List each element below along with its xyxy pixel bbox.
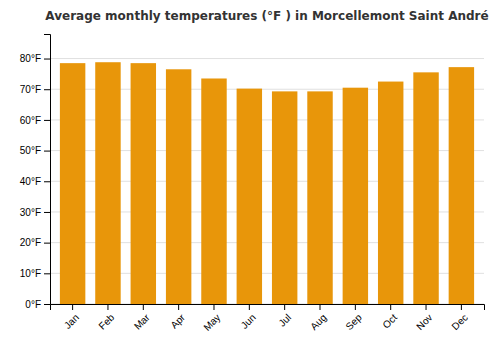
x-tick-label: Oct	[380, 312, 399, 331]
x-tick: Aug	[308, 304, 328, 332]
y-tick: 40°F	[20, 176, 50, 187]
y-tick: 20°F	[20, 237, 50, 248]
y-tick-mark	[44, 89, 50, 90]
x-tick: Jun	[239, 304, 258, 331]
x-tick-mark	[426, 304, 427, 310]
y-tick-mark	[44, 59, 50, 60]
y-tick: 60°F	[20, 115, 50, 126]
y-tick: 0°F	[25, 299, 50, 310]
y-tick-mark	[44, 273, 50, 274]
bars	[60, 62, 474, 304]
x-tick-label: Sep	[343, 311, 364, 332]
y-tick-label: 30°F	[20, 207, 41, 218]
bar	[95, 62, 120, 304]
y-tick-mark	[44, 304, 50, 305]
y-tick: 50°F	[20, 145, 50, 156]
x-axis: Jan Feb Mar Apr May Jun Jul Aug Sep Oct Nov Dec	[51, 304, 485, 333]
y-tick: 30°F	[20, 207, 50, 218]
bar	[413, 72, 438, 304]
x-tick-mark	[249, 304, 250, 310]
y-tick: 80°F	[20, 53, 50, 64]
bar	[60, 63, 85, 304]
y-tick: 10°F	[20, 268, 50, 279]
x-tick-mark	[107, 304, 108, 310]
x-tick: Mar	[132, 304, 152, 332]
x-tick-label: Mar	[132, 311, 152, 331]
y-tick-mark	[44, 181, 50, 182]
x-tick-label: Nov	[414, 312, 434, 332]
y-tick-label: 40°F	[20, 176, 41, 187]
x-tick-label: Jan	[62, 312, 81, 331]
x-tick-label: Jul	[276, 312, 293, 329]
grid-line	[50, 58, 484, 59]
x-tick-mark	[143, 304, 144, 310]
y-tick-label: 80°F	[20, 53, 41, 64]
bar	[449, 67, 474, 304]
x-tick-label: Apr	[168, 311, 187, 330]
x-tick-label: Aug	[308, 312, 328, 332]
x-tick: Oct	[380, 304, 399, 331]
bar	[272, 91, 297, 304]
chart: 0°F 10°F 20°F 30°F 40°F 50°F 60°F 70°F 80°F Jan Fe…	[0, 0, 500, 350]
y-tick-mark	[44, 120, 50, 121]
x-axis-line	[51, 305, 485, 311]
x-tick: Apr	[168, 304, 187, 331]
x-tick-label: Feb	[96, 311, 116, 331]
x-tick: Sep	[343, 304, 364, 332]
y-axis-line	[44, 35, 51, 305]
grid	[50, 59, 484, 304]
y-tick-label: 70°F	[20, 84, 41, 95]
y-tick: 70°F	[20, 84, 50, 95]
y-tick-label: 0°F	[25, 299, 41, 310]
y-tick-mark	[44, 151, 50, 152]
x-tick: Dec	[450, 304, 470, 332]
x-tick-mark	[320, 304, 321, 310]
bar	[201, 78, 226, 304]
x-tick-mark	[461, 304, 462, 310]
x-tick: Feb	[96, 304, 116, 332]
x-tick-mark	[284, 304, 285, 310]
x-tick: May	[201, 304, 222, 333]
x-tick-label: May	[201, 312, 222, 333]
y-tick-mark	[44, 212, 50, 213]
bar	[307, 91, 332, 304]
y-tick-label: 10°F	[20, 268, 41, 279]
y-tick-label: 50°F	[20, 145, 41, 156]
bar	[237, 89, 262, 304]
y-tick-mark	[44, 243, 50, 244]
x-tick-label: Jun	[239, 312, 258, 331]
x-tick: Jan	[62, 304, 81, 331]
x-tick: Nov	[414, 304, 434, 332]
x-tick-mark	[355, 304, 356, 310]
x-tick-mark	[178, 304, 179, 310]
bar	[378, 82, 403, 304]
y-tick-label: 20°F	[20, 237, 41, 248]
bar	[131, 63, 156, 304]
x-tick: Jul	[276, 304, 293, 329]
x-tick-label: Dec	[450, 312, 470, 332]
x-tick-mark	[390, 304, 391, 310]
bar	[343, 88, 368, 304]
x-tick-mark	[213, 304, 214, 310]
y-axis: 0°F 10°F 20°F 30°F 40°F 50°F 60°F 70°F 80°F	[20, 35, 51, 310]
title: Average monthly temperatures (°F ) in Mo…	[45, 9, 488, 23]
x-tick-mark	[72, 304, 73, 310]
bar	[166, 69, 191, 304]
plot: 0°F 10°F 20°F 30°F 40°F 50°F 60°F 70°F 80°F Jan Fe…	[20, 35, 485, 333]
y-tick-label: 60°F	[20, 115, 41, 126]
